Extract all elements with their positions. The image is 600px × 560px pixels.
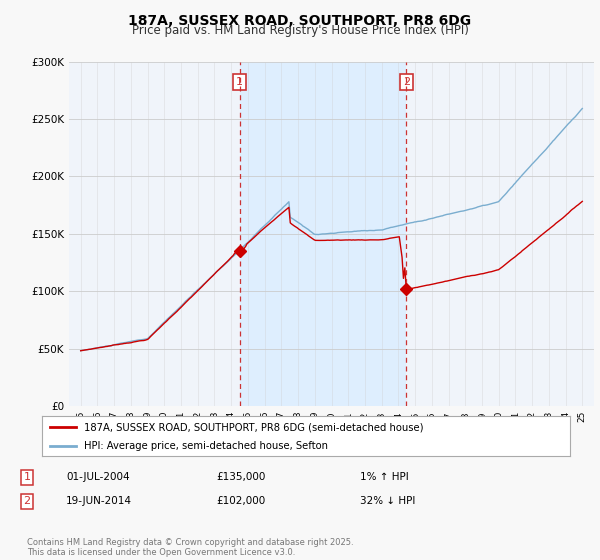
Text: 1: 1 <box>236 77 243 87</box>
Text: Price paid vs. HM Land Registry's House Price Index (HPI): Price paid vs. HM Land Registry's House … <box>131 24 469 38</box>
Text: Contains HM Land Registry data © Crown copyright and database right 2025.
This d: Contains HM Land Registry data © Crown c… <box>27 538 353 557</box>
Text: 32% ↓ HPI: 32% ↓ HPI <box>360 496 415 506</box>
Text: 01-JUL-2004: 01-JUL-2004 <box>66 472 130 482</box>
Text: 187A, SUSSEX ROAD, SOUTHPORT, PR8 6DG: 187A, SUSSEX ROAD, SOUTHPORT, PR8 6DG <box>128 14 472 28</box>
Text: 1: 1 <box>23 472 31 482</box>
Text: 1% ↑ HPI: 1% ↑ HPI <box>360 472 409 482</box>
Bar <box>239 62 406 406</box>
Text: 19-JUN-2014: 19-JUN-2014 <box>66 496 132 506</box>
Text: HPI: Average price, semi-detached house, Sefton: HPI: Average price, semi-detached house,… <box>84 441 328 451</box>
Text: 2: 2 <box>403 77 410 87</box>
Text: 187A, SUSSEX ROAD, SOUTHPORT, PR8 6DG (semi-detached house): 187A, SUSSEX ROAD, SOUTHPORT, PR8 6DG (s… <box>84 422 424 432</box>
Text: 2: 2 <box>23 496 31 506</box>
Text: £135,000: £135,000 <box>216 472 265 482</box>
Text: £102,000: £102,000 <box>216 496 265 506</box>
